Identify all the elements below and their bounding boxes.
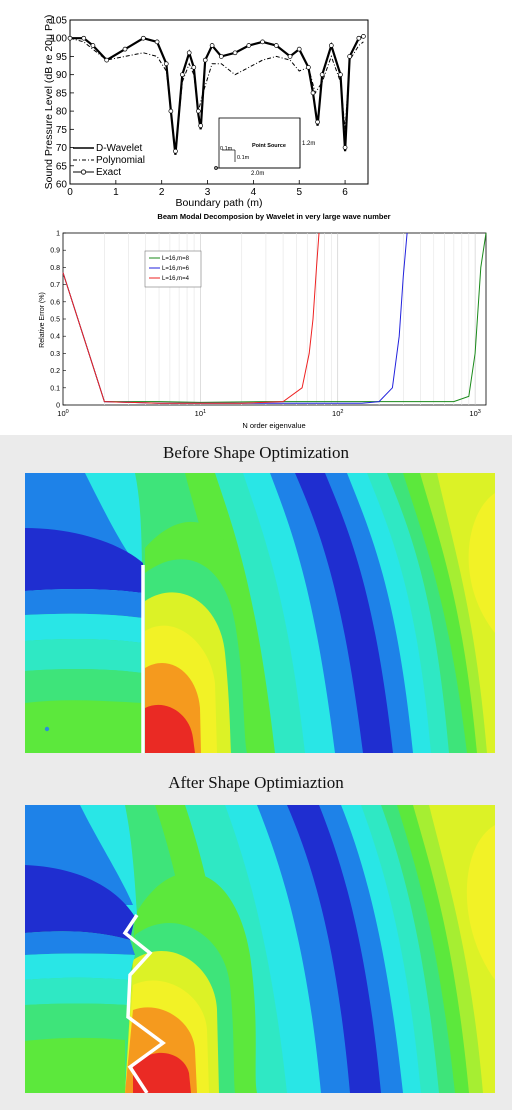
exact-marker <box>198 123 204 129</box>
exact-marker <box>104 57 110 63</box>
beam-ytick-label: 0.3 <box>50 351 60 358</box>
beam-xlabel: N order eigenvalue <box>242 421 305 430</box>
beam-ytick-label: 0.5 <box>50 317 60 324</box>
exact-marker <box>209 43 215 48</box>
exact-marker <box>67 35 73 41</box>
before-contour <box>25 473 495 753</box>
spl-ytick-label: 85 <box>56 88 68 99</box>
spl-ytick-label: 80 <box>56 107 68 118</box>
spl-ylabel: Sound Pressure Level (dB re 20μ Pa) <box>43 15 55 190</box>
legend-m8: L=16,m=8 <box>162 256 190 262</box>
exact-marker <box>315 119 320 125</box>
exact-marker <box>306 65 311 70</box>
contour-section: Before Shape Optimization <box>0 435 512 1110</box>
exact-marker <box>232 50 238 56</box>
spl-ytick-label: 60 <box>56 180 68 191</box>
exact-marker <box>154 39 160 45</box>
legend-entry-exact: Exact <box>96 167 121 178</box>
beam-ytick-label: 0.7 <box>50 282 60 289</box>
spl-legend: D-Wavelet Polynomial Exact <box>73 143 145 178</box>
legend-entry-polynomial: Polynomial <box>96 155 145 166</box>
spl-ytick-label: 65 <box>56 161 68 172</box>
after-contour <box>25 805 495 1093</box>
spl-xtick-label: 0 <box>67 187 73 198</box>
spl-ytick-label: 90 <box>56 70 68 81</box>
exact-marker <box>310 90 316 96</box>
spl-xtick-label: 2 <box>159 187 165 198</box>
beam-chart: Beam Modal Decomposion by Wavelet in ver… <box>39 212 487 430</box>
legend-entry-dwavelet: D-Wavelet <box>96 143 143 154</box>
exact-marker <box>319 72 325 78</box>
beam-xtick-label: 100 <box>57 409 68 418</box>
inset-height-label: 1.2m <box>302 141 315 147</box>
beam-series-l-16-m-4 <box>62 232 320 404</box>
exact-marker <box>81 35 87 41</box>
exact-marker <box>361 34 366 39</box>
exact-marker <box>173 148 178 154</box>
legend-m4: L=16,m=4 <box>162 276 190 282</box>
exact-marker <box>342 145 348 150</box>
exact-marker <box>168 108 174 114</box>
inset-offset-a: 0.1m <box>220 146 233 152</box>
exact-marker <box>328 43 334 48</box>
exact-marker <box>287 54 293 59</box>
spl-ytick-label: 100 <box>50 34 67 45</box>
spl-ytick-label: 105 <box>50 16 67 27</box>
spl-xtick-label: 6 <box>342 187 348 198</box>
exact-marker <box>163 61 169 67</box>
spl-ytick-label: 75 <box>56 125 68 136</box>
beam-ytick-label: 0 <box>56 403 60 410</box>
inset-offset-b: 0.1m <box>237 155 250 161</box>
beam-ytick-label: 1 <box>56 231 60 238</box>
beam-ylabel: Relative Error (%) <box>39 292 46 348</box>
exact-marker <box>196 108 201 114</box>
exact-marker <box>356 35 362 41</box>
inset-geometry: Point Source 0.1m 0.1m 2.0m 1.2m <box>214 117 315 177</box>
beam-xtick-label: 101 <box>195 409 206 418</box>
spl-xtick-label: 1 <box>113 187 119 198</box>
spl-xtick-label: 3 <box>205 187 211 198</box>
beam-ytick-label: 0.2 <box>50 368 60 375</box>
spl-ytick-label: 95 <box>56 52 68 63</box>
beam-ytick-label: 0.6 <box>50 299 60 306</box>
exact-marker <box>273 43 279 48</box>
after-title: After Shape Optimiaztion <box>168 773 344 792</box>
spl-xtick-label: 5 <box>296 187 302 198</box>
legend-m6: L=16,m=6 <box>162 266 190 272</box>
beam-ytick-label: 0.8 <box>50 265 60 272</box>
beam-plot-area <box>62 232 487 406</box>
exact-marker <box>296 46 302 52</box>
exact-marker <box>90 43 96 48</box>
before-title: Before Shape Optimization <box>162 443 349 462</box>
exact-marker <box>218 54 224 59</box>
exact-marker <box>191 65 197 70</box>
beam-ytick-label: 0.1 <box>50 385 60 392</box>
exact-marker <box>202 57 208 63</box>
series-line-exact <box>70 36 364 152</box>
exact-marker <box>141 35 146 41</box>
spl-xtick-label: 4 <box>251 187 257 198</box>
spl-ytick-label: 70 <box>56 143 68 154</box>
exact-marker <box>186 50 192 56</box>
beam-legend: L=16,m=8 L=16,m=6 L=16,m=4 <box>144 250 202 288</box>
exact-marker <box>246 43 252 48</box>
exact-marker <box>347 54 353 59</box>
inset-width-label: 2.0m <box>251 171 264 177</box>
exact-marker <box>260 39 265 45</box>
beam-xtick-label: 103 <box>469 409 480 418</box>
beam-xtick-label: 102 <box>332 409 343 418</box>
spl-chart: 60 65 70 75 80 85 90 95 100 105 0 1 2 3 4 5 6 Boundary … <box>43 15 369 209</box>
beam-title: Beam Modal Decomposion by Wavelet in ver… <box>157 212 390 221</box>
spl-xlabel: Boundary path (m) <box>176 197 263 209</box>
exact-marker <box>179 72 185 78</box>
exact-marker <box>338 72 343 78</box>
exact-marker <box>122 46 128 52</box>
beam-ytick-label: 0.4 <box>50 334 60 341</box>
series-line-polynomial <box>69 37 364 155</box>
inset-source-label: Point Source <box>252 143 286 149</box>
beam-ytick-label: 0.9 <box>50 248 60 255</box>
beam-series-l-16-m-8 <box>62 232 487 403</box>
